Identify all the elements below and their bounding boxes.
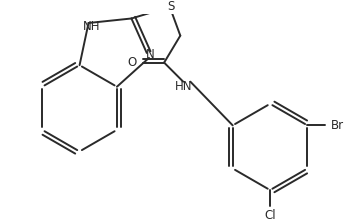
Text: Cl: Cl [264,209,276,222]
Text: Br: Br [331,119,344,132]
Text: O: O [127,56,136,69]
Text: N: N [146,48,154,61]
Text: HN: HN [175,80,193,93]
Text: NH: NH [83,20,100,33]
Text: S: S [168,0,175,13]
